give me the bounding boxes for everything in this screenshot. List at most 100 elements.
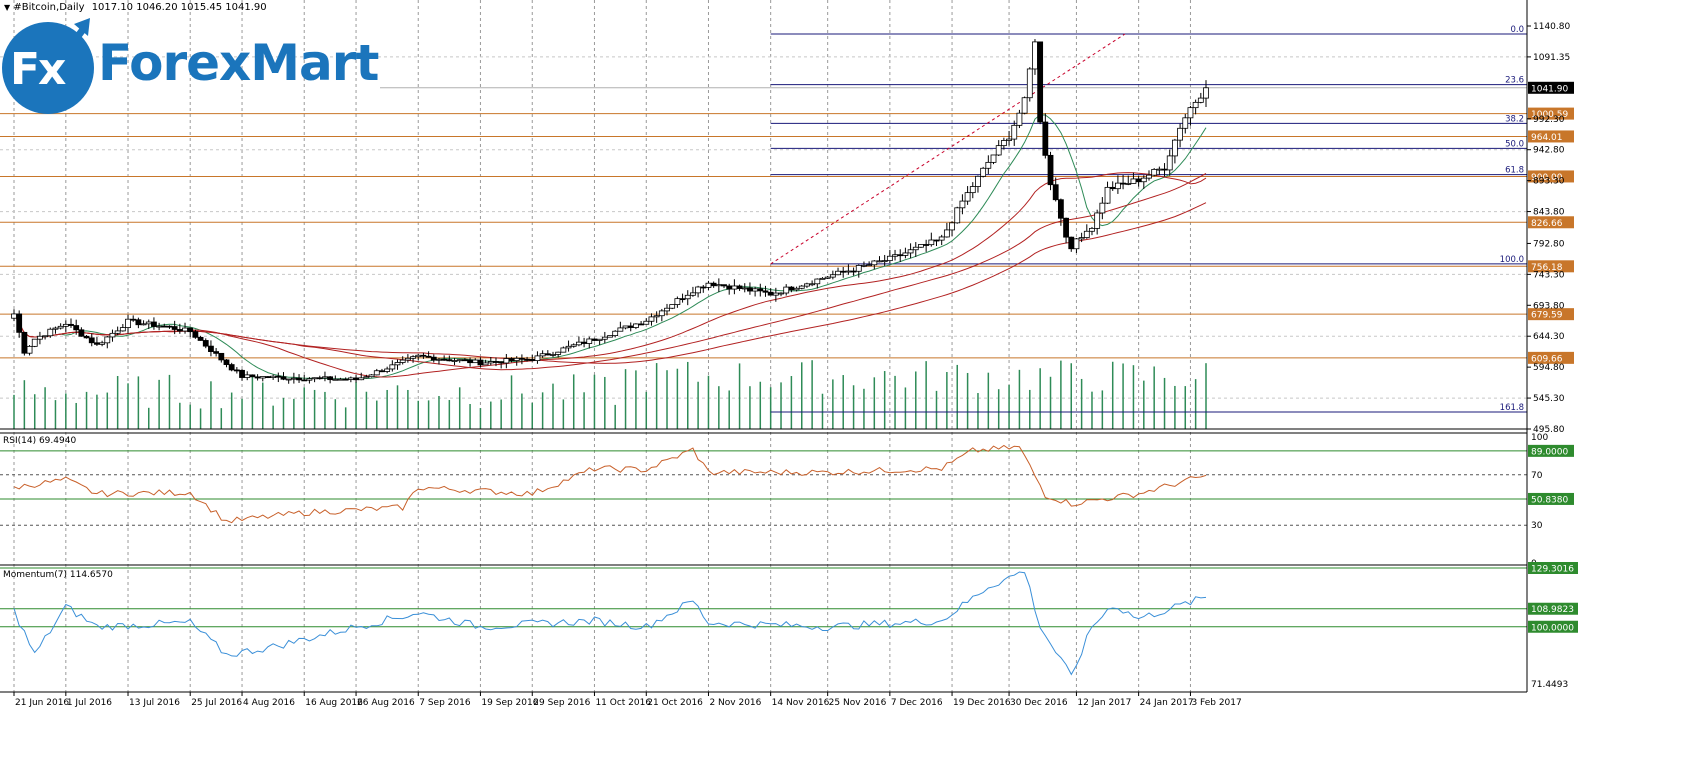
candle-body: [902, 252, 909, 256]
sr-price-tag: [1528, 216, 1574, 229]
candle-body: [1192, 101, 1199, 109]
candle-body: [290, 377, 297, 380]
rsi-level-tag: [1528, 492, 1574, 505]
candle-body: [467, 359, 473, 364]
candle-body: [1151, 168, 1158, 176]
candle-body: [1068, 236, 1075, 250]
candle-body: [980, 167, 987, 177]
candle-body: [1166, 155, 1173, 171]
candle-body: [389, 364, 396, 370]
ma-slowest-line: [13, 202, 1207, 364]
candle-body: [633, 323, 639, 328]
candle-body: [829, 274, 836, 278]
candle-body: [1011, 124, 1018, 140]
candle-body: [544, 353, 551, 356]
candle-body: [62, 323, 69, 327]
sr-price-tag-label: 1000.59: [1531, 110, 1568, 120]
candle-body: [394, 362, 401, 366]
fibonacci-retracement: 0.0 23.6 38.2 50.0 61.8 100.0 161.8 1041.90: [380, 25, 1574, 413]
rsi-axis-tick: 70: [1531, 471, 1543, 481]
candle-body: [819, 277, 826, 280]
candle-body: [1120, 182, 1126, 185]
candle-body: [410, 356, 416, 359]
candle-body: [907, 249, 914, 254]
candle-body: [809, 283, 816, 286]
candle-body: [591, 338, 598, 341]
dropdown-triangle-icon[interactable]: ▼: [4, 3, 11, 12]
candle-body: [327, 376, 334, 381]
candle-body: [778, 292, 784, 295]
candle-body: [156, 325, 163, 328]
candle-body: [472, 359, 479, 364]
candle-body: [57, 325, 64, 329]
candle-body: [772, 292, 779, 296]
candle-body: [555, 351, 562, 355]
candle-body: [114, 330, 121, 334]
ma-medium-line: [13, 172, 1207, 378]
rsi-title: RSI(14) 69.4940: [3, 436, 76, 446]
date-tick-label: 4 Aug 2016: [243, 698, 295, 708]
candle-body: [1021, 97, 1028, 114]
candle-body: [94, 342, 100, 345]
candle-body: [493, 361, 499, 363]
sr-price-tag: [1528, 308, 1574, 321]
candle-body: [695, 286, 702, 294]
fib-level-label: 100.0: [1500, 255, 1524, 265]
candle-body: [565, 345, 572, 349]
candle-body: [726, 285, 733, 290]
candle-body: [1172, 139, 1178, 157]
candle-body: [1125, 182, 1132, 185]
candle-body: [73, 325, 80, 331]
price-tick-label: 644.30: [1533, 332, 1565, 342]
candle-body: [969, 186, 976, 194]
candle-body: [1182, 117, 1189, 129]
candle-body: [1016, 112, 1023, 126]
candle-body: [513, 357, 520, 361]
fib-level-label: 161.8: [1500, 403, 1524, 413]
candle-body: [306, 378, 313, 381]
candle-body: [886, 255, 893, 262]
date-tick-label: 29 Sep 2016: [533, 698, 590, 708]
candle-body: [176, 329, 183, 332]
candle-body: [653, 315, 660, 318]
forexmart-logo: Fx ForexMart: [2, 14, 392, 114]
candle-body: [705, 282, 712, 288]
candle-body: [182, 327, 188, 332]
candle-body: [140, 323, 147, 326]
candle-body: [1203, 87, 1209, 99]
candle-body: [316, 377, 323, 380]
candle-body: [208, 345, 214, 352]
candle-body: [674, 298, 681, 305]
candle-body: [643, 320, 650, 325]
candle-body: [747, 287, 753, 292]
candle-body: [741, 287, 748, 290]
candle-body: [37, 335, 43, 340]
ma-fast-line: [13, 114, 1207, 380]
candle-body: [487, 361, 494, 364]
candle-body: [752, 288, 759, 292]
candle-body: [1156, 168, 1163, 171]
rsi-axis-tick: 100: [1531, 433, 1548, 443]
candle-body: [596, 338, 603, 341]
candle-body: [187, 327, 194, 333]
candle-body: [332, 378, 339, 381]
candle-body: [425, 355, 432, 358]
candle-body: [109, 332, 116, 338]
candle-body: [404, 357, 411, 361]
candle-body: [871, 260, 878, 266]
logo-brand-name: ForexMart: [98, 34, 379, 92]
candle-body: [959, 200, 966, 209]
price-tick-label: 792.80: [1533, 239, 1565, 249]
candle-body: [529, 359, 536, 362]
candle-body: [943, 229, 950, 238]
momentum-level-tag-label: 108.9823: [1531, 605, 1574, 615]
candle-body: [446, 359, 453, 362]
chart-header: ▼ #Bitcoin,Daily 1017.10 1046.20 1015.45…: [4, 2, 267, 13]
candle-body: [938, 236, 945, 241]
date-tick-label: 19 Dec 2016: [953, 698, 1011, 708]
candle-body: [534, 355, 541, 362]
candle-body: [311, 377, 318, 380]
